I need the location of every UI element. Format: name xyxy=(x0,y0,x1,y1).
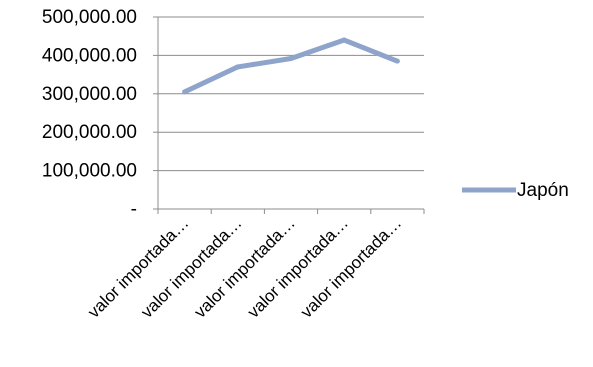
series-lines xyxy=(182,37,400,95)
x-tick-label: valor importada… xyxy=(84,213,192,321)
y-tick-label: - xyxy=(131,199,137,220)
y-tick-label: 200,000.00 xyxy=(42,122,137,143)
data-point xyxy=(341,37,347,43)
y-tick-label: 100,000.00 xyxy=(42,161,137,182)
x-tick-label: valor importada… xyxy=(297,213,405,321)
data-point xyxy=(394,58,400,64)
data-point xyxy=(182,89,188,95)
series-line-0 xyxy=(183,37,399,95)
legend: Japón xyxy=(462,180,569,201)
x-tick-label: valor importada… xyxy=(244,213,352,321)
x-tick-label: valor importada… xyxy=(191,213,299,321)
y-tick-labels: - 100,000.00 200,000.00 300,000.00 400,000.0… xyxy=(42,7,137,220)
x-tick-label: valor importada… xyxy=(137,213,245,321)
y-tick-label: 400,000.00 xyxy=(42,45,137,66)
data-point xyxy=(288,55,294,61)
x-tick-labels: valor importada…valor importada…valor im… xyxy=(84,213,405,321)
legend-label: Japón xyxy=(517,180,569,201)
y-tick-label: 300,000.00 xyxy=(42,84,137,105)
data-point xyxy=(235,64,241,70)
gridlines xyxy=(158,16,424,172)
y-tick-label: 500,000.00 xyxy=(42,7,137,28)
axes xyxy=(153,16,425,214)
